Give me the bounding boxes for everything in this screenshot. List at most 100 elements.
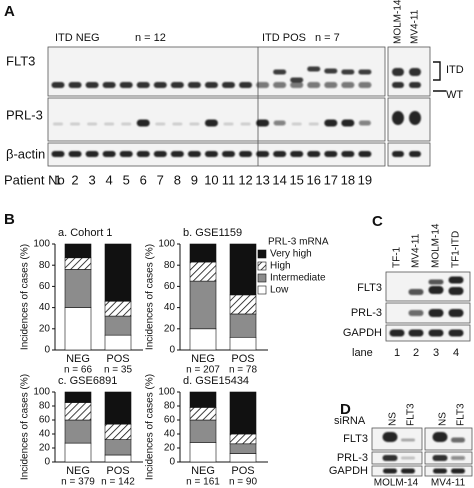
- cell-line-label: MV4-11: [411, 233, 422, 268]
- band: [324, 151, 338, 157]
- band: [409, 151, 421, 157]
- band: [222, 151, 235, 157]
- cell-line-label: TF-1: [392, 246, 403, 268]
- band: [104, 122, 115, 126]
- band: [273, 69, 287, 75]
- x-tick-label: POS: [231, 353, 254, 365]
- band: [187, 82, 201, 88]
- panel-label: B: [4, 211, 15, 228]
- cell-line-label: MV4-11: [431, 478, 466, 488]
- bands: [51, 66, 465, 474]
- y-tick-label: 20: [39, 323, 51, 334]
- band: [307, 66, 321, 72]
- band: [451, 437, 465, 443]
- band: [170, 82, 184, 88]
- lane-number: 2: [71, 172, 78, 187]
- bar-segment: [64, 257, 92, 270]
- category-note: n = 35: [104, 365, 133, 376]
- band: [401, 468, 415, 474]
- y-tick-label: 40: [164, 429, 176, 440]
- band: [70, 122, 81, 126]
- band: [409, 82, 421, 88]
- band: [307, 151, 321, 157]
- band: [358, 69, 372, 75]
- chart-title: b. GSE1159: [183, 227, 242, 239]
- band: [409, 111, 421, 125]
- legend-swatch: [257, 273, 267, 283]
- y-tick-label: 20: [164, 323, 176, 334]
- bar-segment: [189, 261, 217, 282]
- band: [102, 151, 116, 157]
- cell-line-label: MOLM-14: [393, 0, 404, 44]
- row-label: GAPDH: [343, 327, 382, 339]
- band: [389, 329, 405, 337]
- bar-segment: [189, 280, 217, 330]
- bar-segment: [64, 269, 92, 308]
- band: [85, 151, 99, 157]
- lane-title: Patient No: [4, 172, 65, 187]
- legend-label: Low: [270, 285, 289, 296]
- band: [382, 432, 398, 442]
- band: [341, 82, 355, 88]
- band: [87, 122, 98, 126]
- bar-segment: [104, 300, 132, 317]
- lane-number: 4: [106, 172, 113, 187]
- x-tick-label: POS: [106, 465, 129, 477]
- category-note: n = 142: [101, 477, 135, 488]
- y-tick-label: 40: [39, 302, 51, 313]
- band: [136, 151, 150, 157]
- lane-number: 19: [358, 172, 372, 187]
- band: [153, 151, 167, 157]
- band: [428, 309, 444, 317]
- lane-number: 1: [54, 172, 61, 187]
- lane-number: 4: [453, 347, 459, 359]
- band: [187, 151, 201, 157]
- lane-number: 15: [289, 172, 303, 187]
- bar-segment: [64, 442, 92, 463]
- panel-label: A: [4, 3, 15, 20]
- band: [358, 120, 371, 126]
- band: [451, 468, 465, 474]
- row-label: GAPDH: [329, 465, 368, 477]
- y-tick-label: 80: [164, 401, 176, 412]
- cell-line-label: MV4-11: [410, 9, 421, 44]
- cell-line-label: MOLM-14: [431, 223, 442, 268]
- band: [392, 68, 404, 76]
- band: [155, 122, 166, 126]
- itd-bracket: [433, 61, 446, 92]
- band: [290, 77, 304, 83]
- bar-segment: [104, 315, 132, 336]
- legend-label: High: [270, 261, 291, 272]
- lane-number: 6: [140, 172, 147, 187]
- band: [341, 151, 355, 157]
- bar-segment: [229, 243, 257, 296]
- band: [392, 151, 404, 157]
- band: [239, 151, 253, 157]
- band: [273, 82, 287, 88]
- bar-segment: [229, 391, 257, 435]
- sirna-label: FLT3: [456, 403, 467, 426]
- bar-segment: [64, 391, 92, 403]
- lane-number: 5: [123, 172, 130, 187]
- band: [239, 82, 253, 88]
- bar-segment: [189, 243, 217, 263]
- row-label: FLT3: [343, 433, 368, 445]
- legend-label: Very high: [270, 249, 312, 260]
- sirna-label: NS: [438, 412, 449, 426]
- lane-number: 1: [394, 347, 400, 359]
- category-note: n = 78: [229, 365, 258, 376]
- band: [324, 82, 338, 88]
- band: [408, 310, 424, 316]
- band: [324, 119, 338, 127]
- band: [153, 82, 167, 88]
- band: [401, 438, 415, 442]
- y-tick-label: 40: [39, 429, 51, 440]
- bar-segment: [189, 391, 217, 408]
- lane-number: 11: [222, 172, 236, 187]
- band: [256, 82, 270, 88]
- chart-title: c. GSE6891: [58, 375, 117, 387]
- legend-swatch: [257, 261, 267, 271]
- band: [136, 119, 150, 127]
- y-tick-label: 0: [44, 457, 50, 468]
